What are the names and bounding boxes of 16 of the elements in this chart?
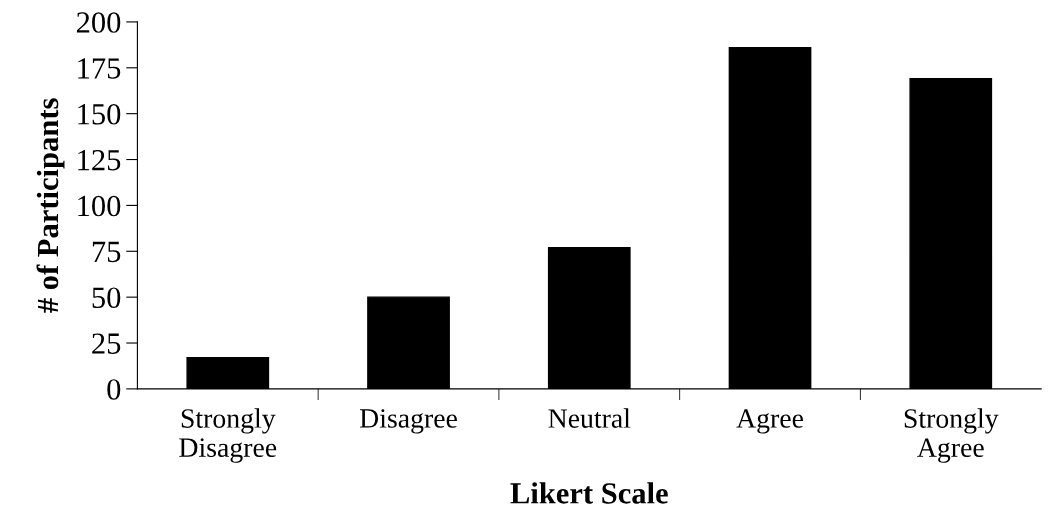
x-tick-label: Neutral [548,408,631,428]
y-tick-label: 0 [107,379,121,400]
x-tick-label: Strongly Agree [904,408,999,463]
y-tick-label: 50 [92,287,121,309]
y-tick-label: 75 [92,241,121,263]
x-tick-label: Disagree [359,409,457,434]
y-tick-label: 200 [76,12,121,33]
y-axis-title: # of Participants [36,98,65,313]
y-tick-label: 125 [78,149,121,171]
x-tick-label: Agree [736,409,803,434]
y-tick-label: 150 [78,103,121,125]
y-tick-label: 25 [92,333,121,354]
y-tick-label: 100 [78,195,121,217]
x-tick-label: Strongly Disagree [179,408,277,463]
y-tick-label: 175 [78,58,121,79]
x-axis-title: Likert Scale [510,482,668,504]
